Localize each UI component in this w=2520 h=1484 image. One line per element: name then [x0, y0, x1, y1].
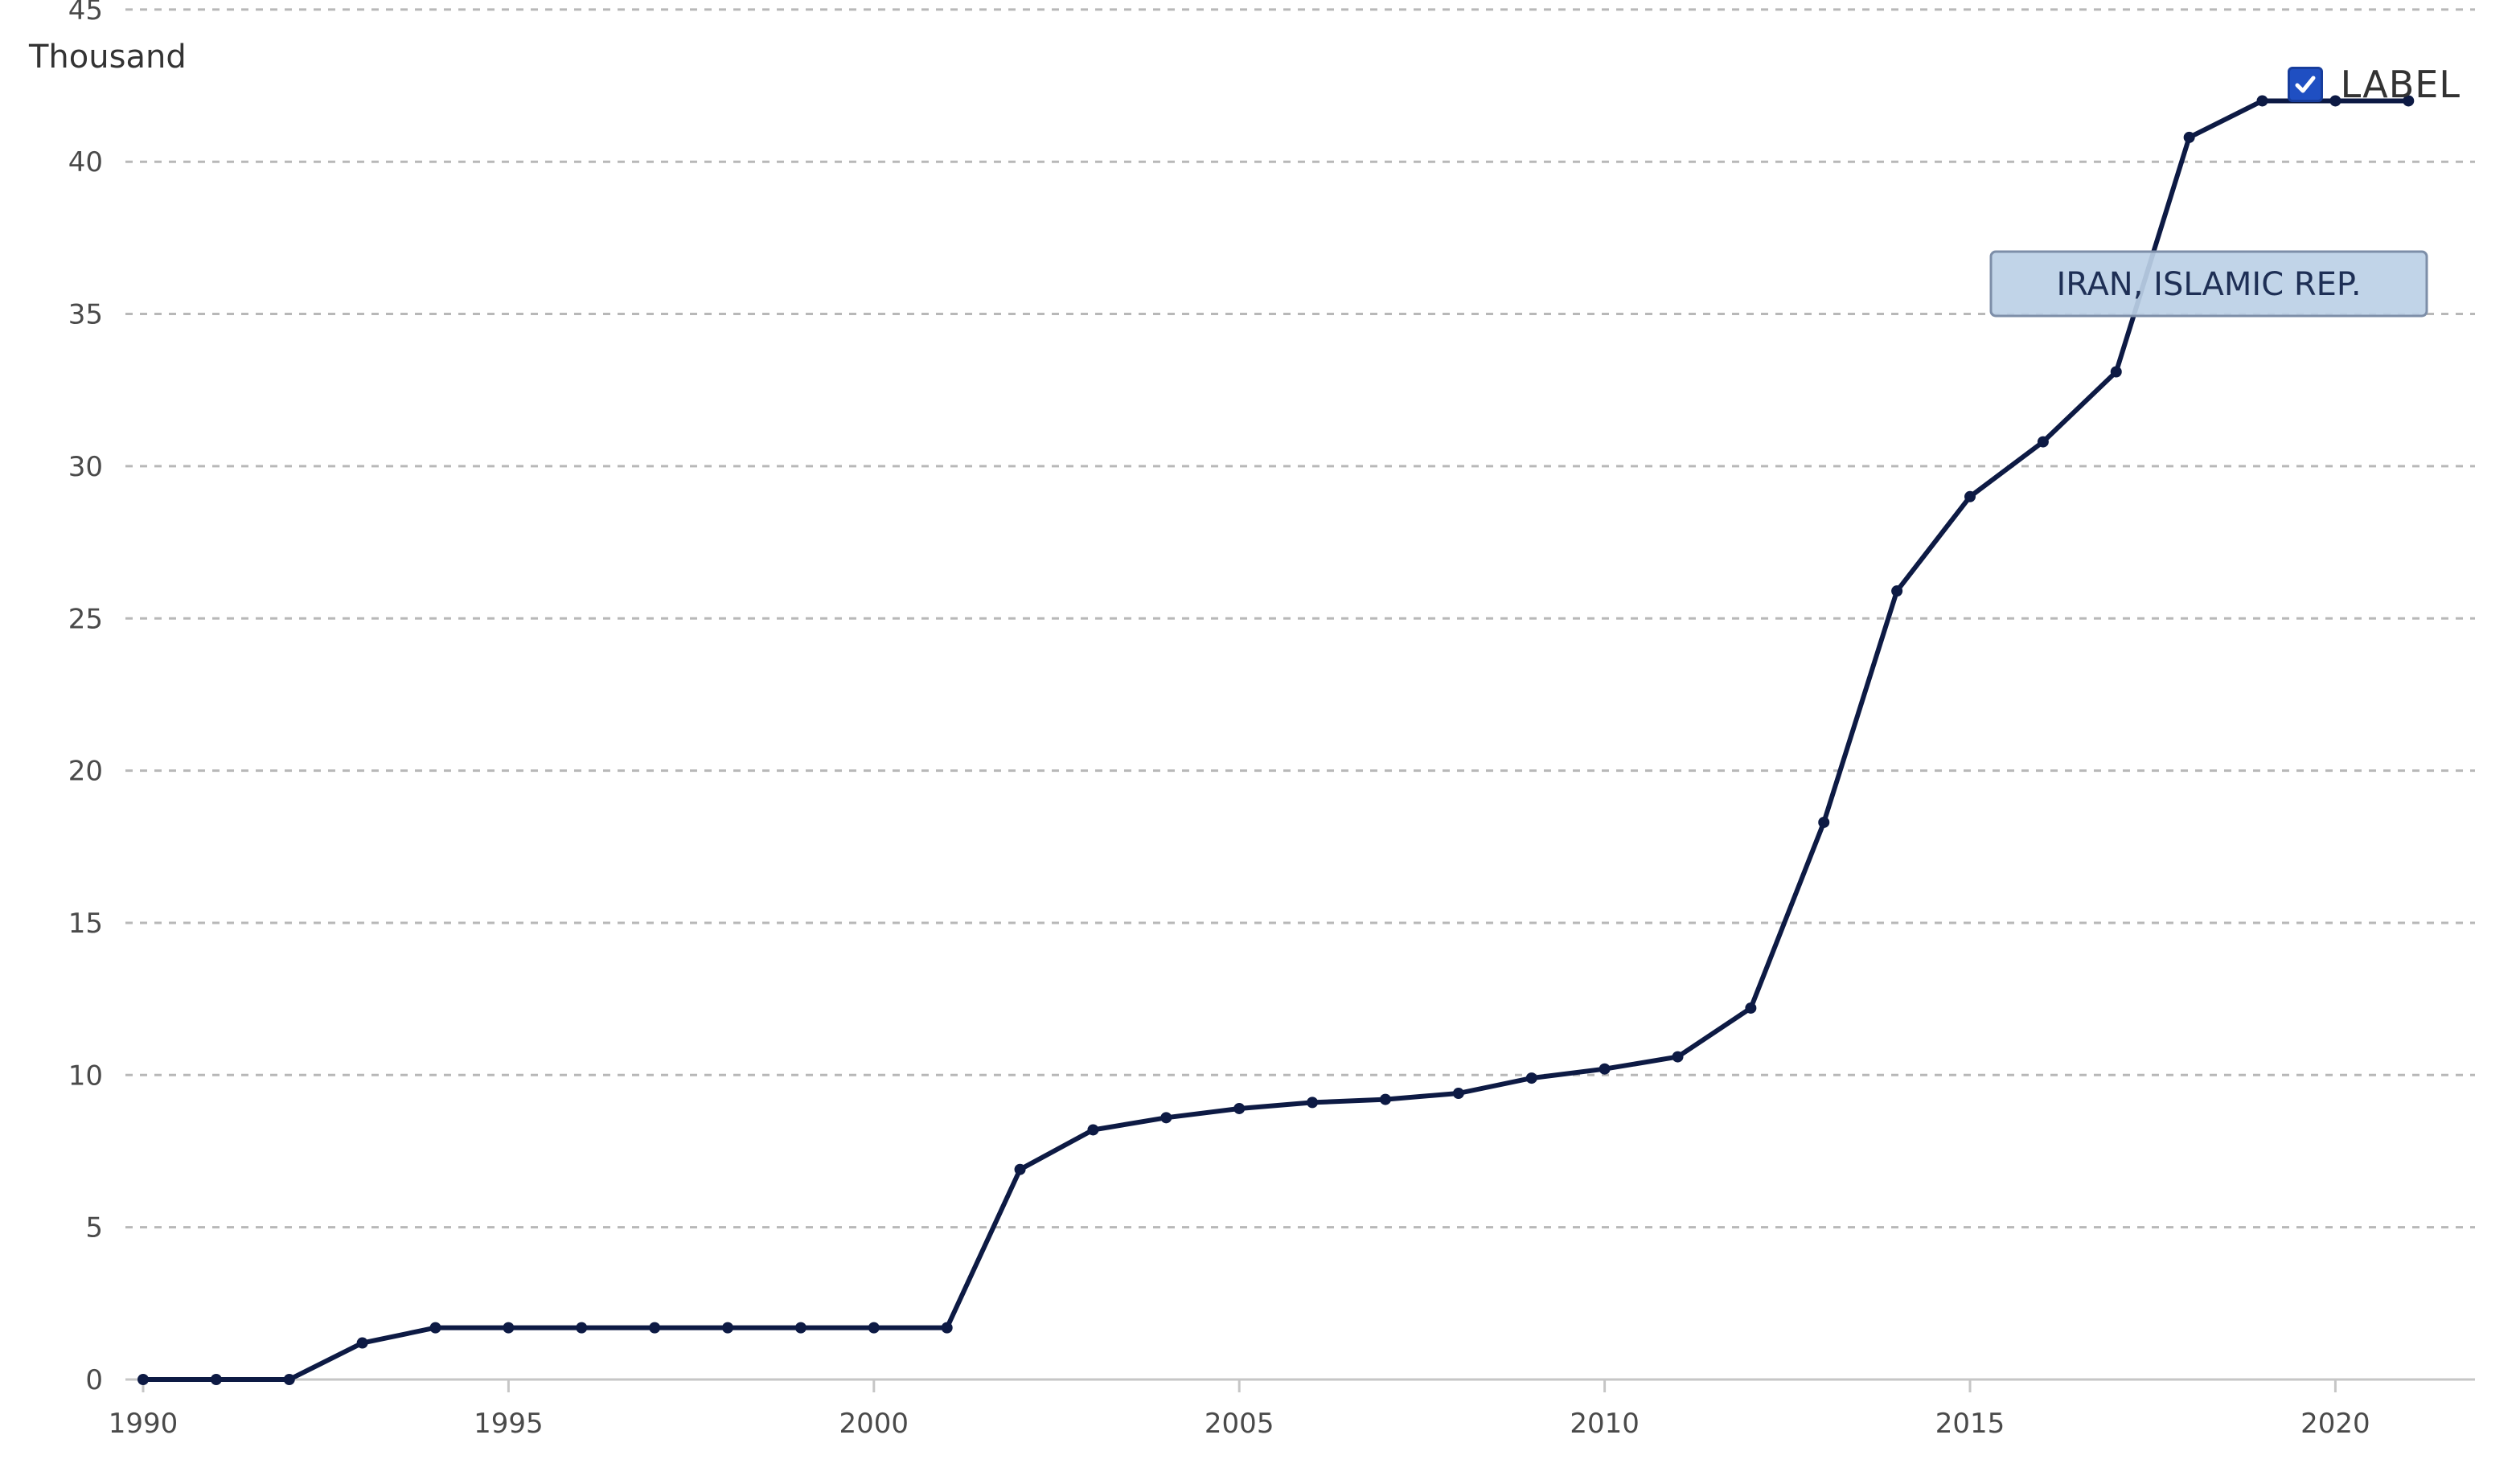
x-axis [125, 1378, 2475, 1392]
series-label-box[interactable] [1989, 250, 2428, 318]
x-tick-label-1995: 1995 [474, 1408, 544, 1440]
x-tick-label-2020: 2020 [2300, 1408, 2370, 1440]
x-tick-label-2005: 2005 [1205, 1408, 1274, 1440]
checkmark-icon[interactable] [2287, 67, 2323, 102]
data-point-2009[interactable] [1525, 1072, 1537, 1084]
legend-toggle[interactable]: LABEL [2287, 63, 2460, 106]
series-label-text: IRAN, ISLAMIC REP. [2056, 266, 2361, 303]
data-point-1997[interactable] [649, 1322, 661, 1334]
data-point-2020[interactable] [2329, 95, 2341, 107]
grid-lines [125, 8, 2475, 1229]
data-point-2012[interactable] [1745, 1002, 1757, 1014]
data-point-2013[interactable] [1818, 816, 1830, 828]
data-point-1990[interactable] [137, 1374, 149, 1385]
data-point-1994[interactable] [429, 1322, 441, 1334]
data-point-2014[interactable] [1891, 585, 1903, 597]
data-point-1999[interactable] [794, 1322, 806, 1334]
data-point-2016[interactable] [2037, 436, 2049, 448]
y-axis-unit-label: Thousand [29, 39, 187, 76]
data-point-2015[interactable] [1964, 490, 1976, 502]
y-tick-label-45: 45 [68, 0, 103, 27]
data-point-2021[interactable] [2403, 95, 2415, 107]
y-tick-label-25: 25 [68, 603, 103, 635]
data-point-2003[interactable] [1087, 1124, 1099, 1136]
data-point-2000[interactable] [868, 1322, 880, 1334]
data-point-2004[interactable] [1160, 1112, 1172, 1124]
data-point-2006[interactable] [1307, 1097, 1319, 1109]
data-point-2001[interactable] [941, 1322, 953, 1334]
data-point-1996[interactable] [576, 1322, 588, 1334]
data-point-2010[interactable] [1599, 1063, 1611, 1075]
y-axis-tick-labels: 0 5 10 15 20 25 30 35 40 45 [68, 0, 103, 1396]
x-tick-label-2010: 2010 [1570, 1408, 1640, 1440]
y-tick-label-40: 40 [68, 146, 103, 178]
legend-label: LABEL [2340, 63, 2460, 106]
y-tick-label-0: 0 [85, 1364, 103, 1396]
y-tick-label-10: 10 [68, 1060, 103, 1092]
data-point-2017[interactable] [2110, 366, 2122, 378]
data-point-2019[interactable] [2256, 95, 2268, 107]
series-iran-line[interactable] [137, 95, 2415, 1385]
y-tick-label-30: 30 [68, 451, 103, 483]
data-point-2007[interactable] [1379, 1093, 1391, 1105]
x-tick-label-2000: 2000 [839, 1408, 909, 1440]
series-line[interactable] [141, 98, 2411, 1382]
series-label-tag[interactable]: IRAN, ISLAMIC REP. [1989, 250, 2428, 318]
x-tick-label-2015: 2015 [1935, 1408, 2005, 1440]
data-point-1995[interactable] [503, 1322, 515, 1334]
data-point-1998[interactable] [722, 1322, 734, 1334]
y-tick-label-5: 5 [85, 1212, 103, 1244]
data-point-1993[interactable] [356, 1337, 368, 1349]
y-tick-label-15: 15 [68, 908, 103, 940]
x-tick-label-1990: 1990 [109, 1408, 179, 1440]
data-point-1991[interactable] [210, 1374, 222, 1385]
y-tick-label-35: 35 [68, 299, 103, 331]
y-tick-label-20: 20 [68, 756, 103, 788]
data-point-2018[interactable] [2183, 131, 2195, 143]
data-point-2008[interactable] [1452, 1088, 1464, 1100]
data-point-2005[interactable] [1233, 1102, 1246, 1114]
data-point-2002[interactable] [1014, 1163, 1026, 1175]
data-point-1992[interactable] [283, 1374, 295, 1385]
data-point-2011[interactable] [1672, 1051, 1684, 1063]
x-axis-tick-labels: 1990 1995 2000 2005 2010 2015 2020 [109, 1408, 2370, 1440]
